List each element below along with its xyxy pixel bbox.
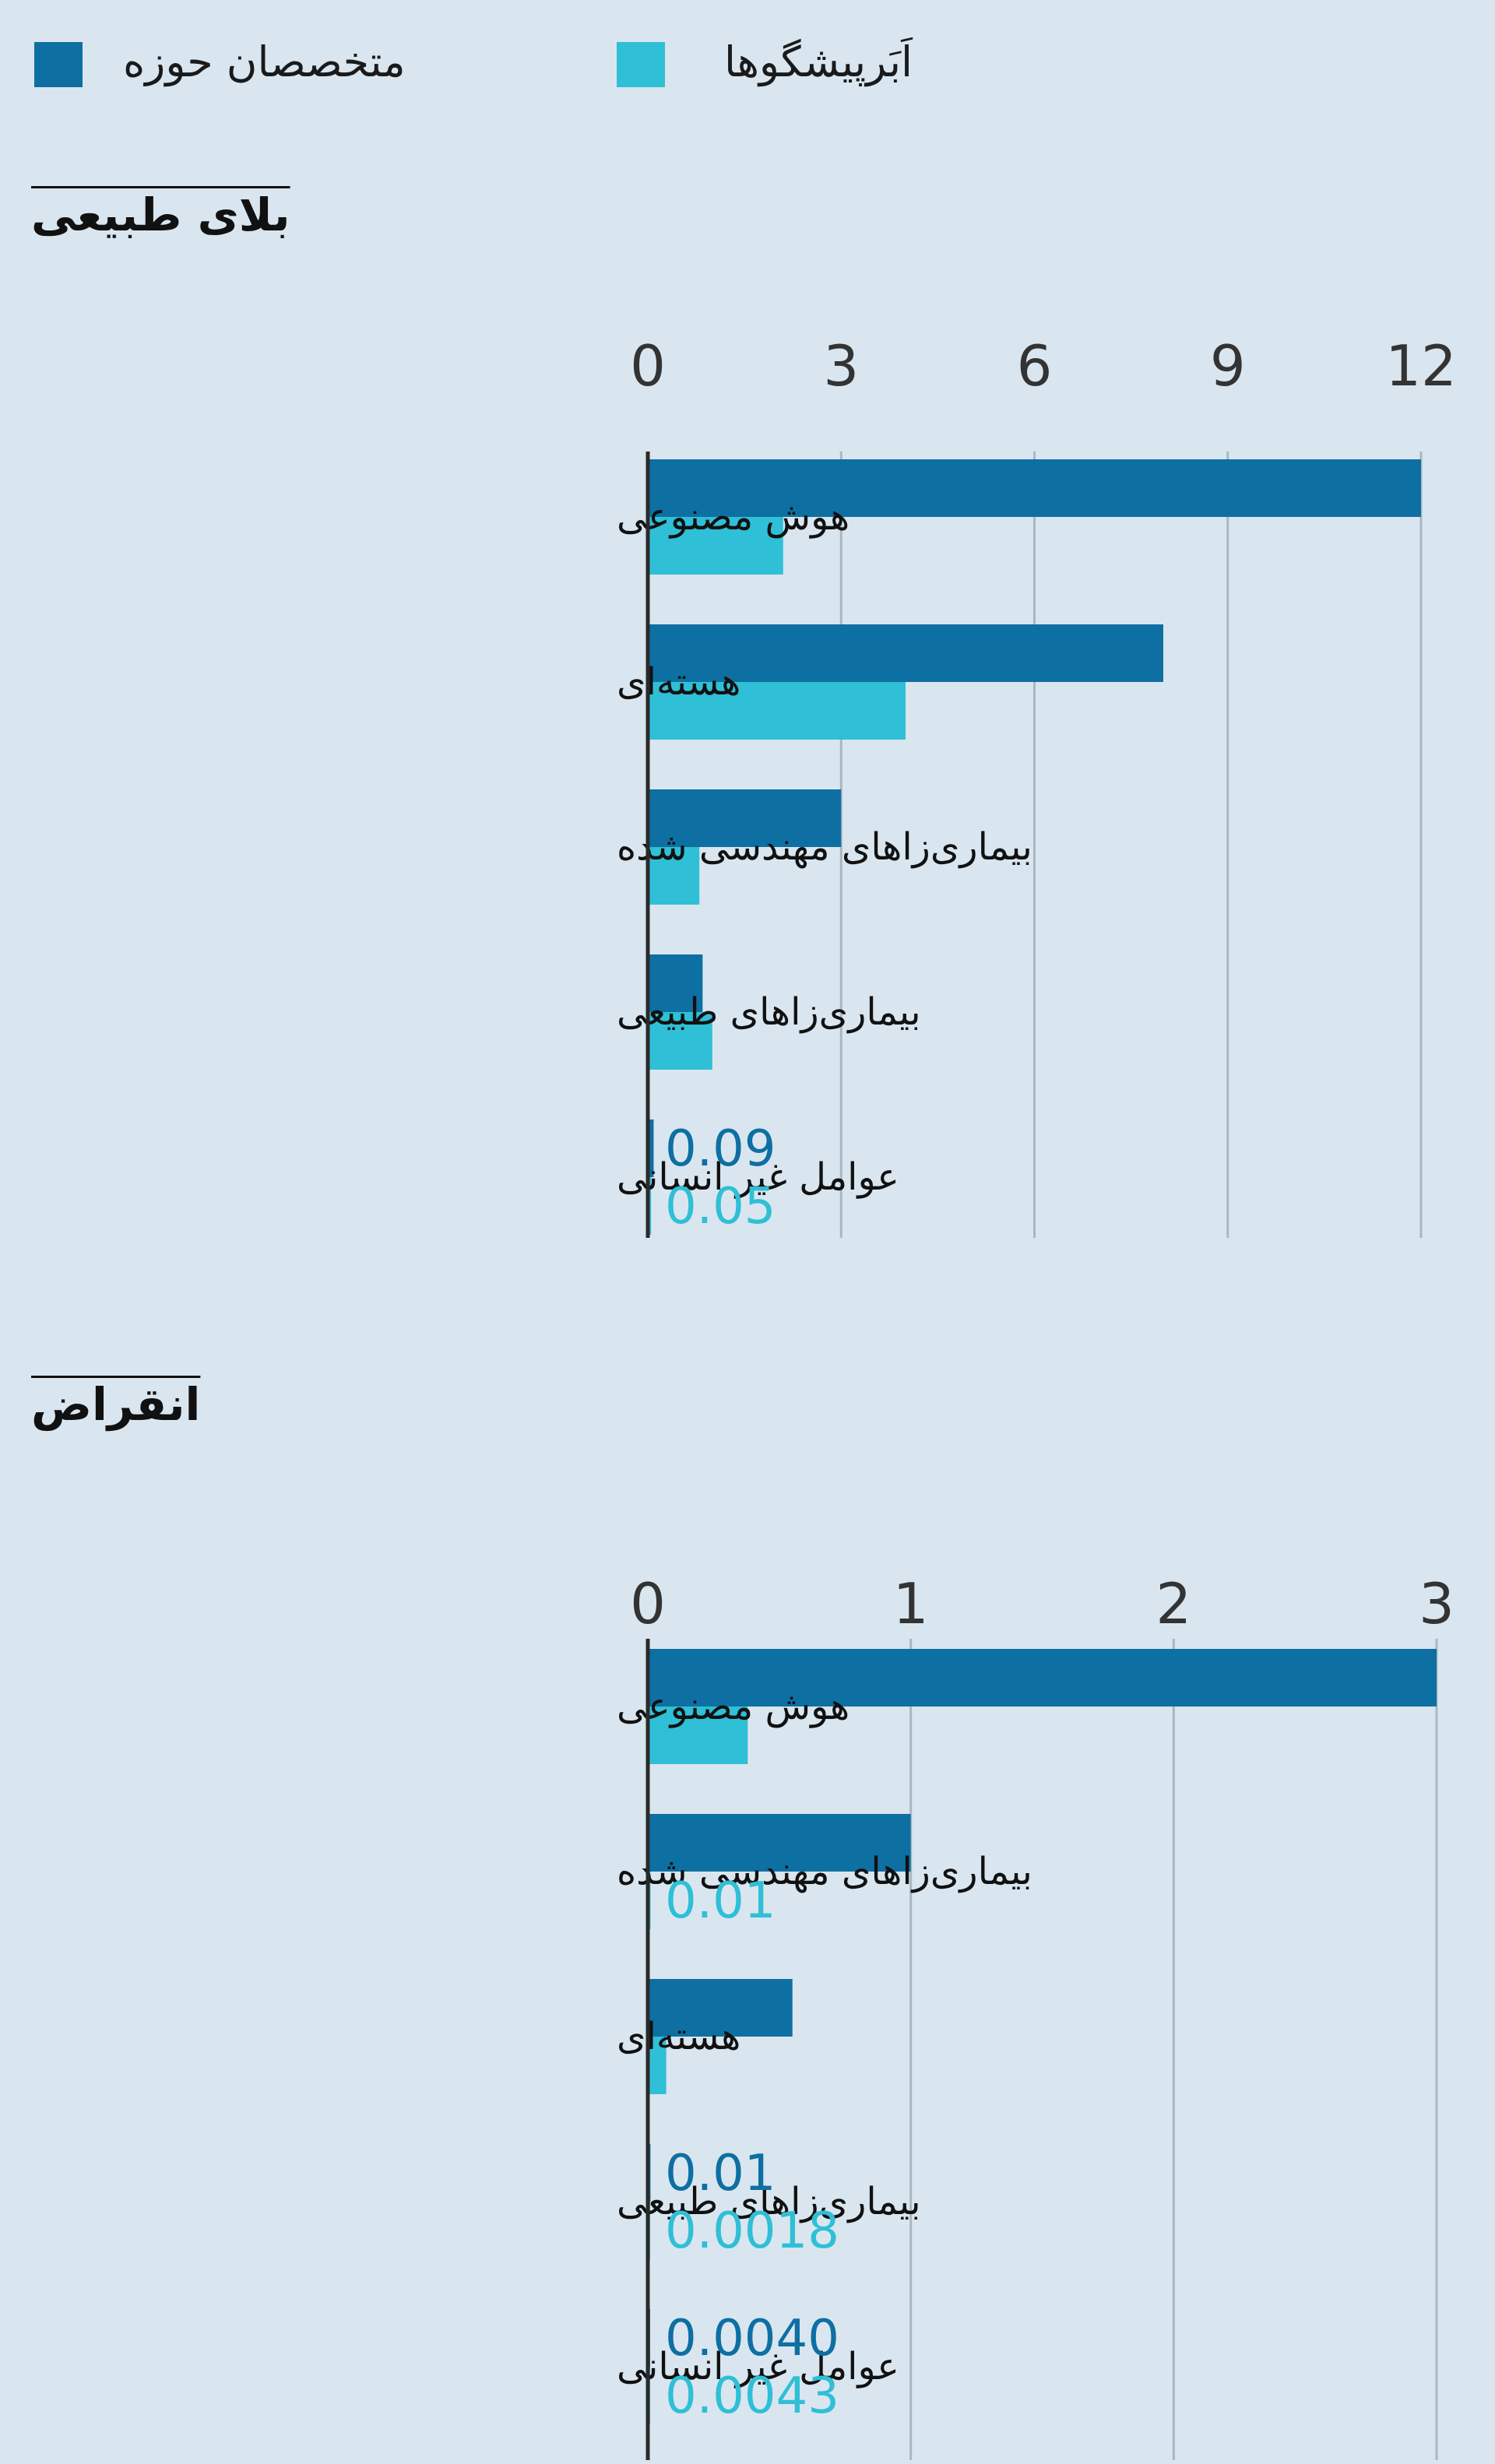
legend-label-experts: متخصصان حوزه [123, 37, 406, 86]
data-label: 0.09 [665, 1120, 776, 1178]
legend-swatch-superforecasters [617, 42, 665, 87]
tick-label: 3 [823, 333, 859, 399]
tick-label: 12 [1385, 333, 1457, 399]
bar [648, 1979, 793, 2037]
chart-catastrophe: 0 3 6 9 12 هوش مصنوعی هسته‌ای بیماری‌زاهای مهند… [617, 333, 1457, 1238]
bar [648, 1707, 748, 1764]
bar [648, 847, 700, 905]
category-label: هوش مصنوعی [617, 495, 850, 539]
bar [648, 624, 1163, 682]
data-label: 0.01 [665, 1872, 776, 1930]
category-label: هوش مصنوعی [617, 1685, 850, 1728]
data-label: 0.05 [665, 1178, 776, 1236]
tick-label: 3 [1419, 1571, 1455, 1636]
category-label: بیماری‌زاهای مهندسی شده [617, 825, 1032, 869]
category-label: عوامل غیر انسانی [617, 1155, 899, 1199]
bar [648, 2037, 667, 2094]
bar [648, 954, 703, 1012]
legend-label-superforecasters: اَبَرپیشگوها [724, 37, 913, 86]
tick-label: 0 [630, 333, 666, 399]
bar [648, 1120, 654, 1177]
section-title-extinction: انقراض [31, 1378, 201, 1431]
category-label: هسته‌ای [617, 660, 740, 704]
bar [648, 1649, 1437, 1707]
tick-label: 0 [630, 1571, 666, 1636]
bar [648, 1012, 712, 1070]
chart-extinction: 0 1 2 3 هوش مصنوعی بیماری‌زاهای مهندسی شده هست… [617, 1571, 1455, 2460]
data-label: 0.0040 [665, 2310, 839, 2367]
bar [648, 459, 1421, 517]
bar [648, 517, 783, 575]
category-label: بیماری‌زاهای طبیعی [617, 990, 921, 1034]
category-label: عوامل غیر انسانی [617, 2345, 899, 2388]
category-label: بیماری‌زاهای مهندسی شده [617, 1850, 1032, 1893]
tick-label: 1 [893, 1571, 929, 1636]
bar [648, 789, 842, 847]
category-label: هسته‌ای [617, 2015, 740, 2058]
bar [648, 1814, 911, 1872]
tick-label: 6 [1017, 333, 1053, 399]
category-label: بیماری‌زاهای طبیعی [617, 2180, 921, 2223]
legend: متخصصان حوزه اَبَرپیشگوها [0, 0, 1495, 132]
bar [648, 682, 906, 740]
data-label: 0.0018 [665, 2202, 839, 2260]
tick-label: 2 [1156, 1571, 1191, 1636]
data-label: 0.0043 [665, 2367, 839, 2425]
legend-swatch-experts [34, 42, 83, 87]
tick-label: 9 [1210, 333, 1246, 399]
section-title-catastrophe: بلای طبیعی [31, 188, 290, 241]
data-label: 0.01 [665, 2145, 776, 2202]
